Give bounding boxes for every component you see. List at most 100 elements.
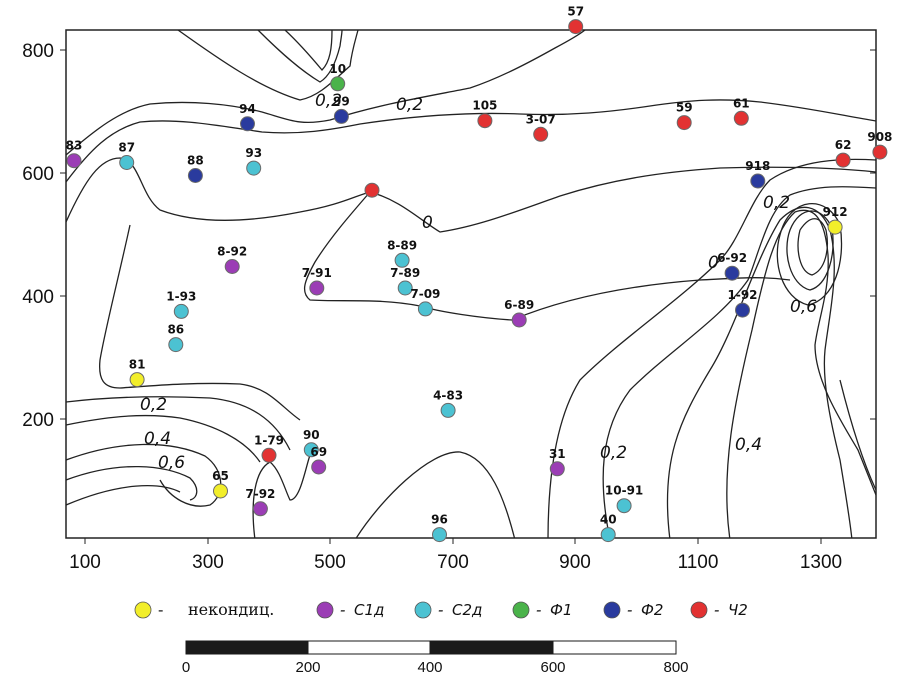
contour-line	[66, 99, 876, 183]
scale-segment	[307, 640, 431, 655]
x-tick-label: 1100	[678, 552, 719, 573]
well-marker	[66, 153, 82, 169]
well-label: 8-92	[217, 245, 247, 259]
well-marker	[129, 372, 145, 388]
well-marker	[397, 280, 413, 296]
contour-labels: 0,2 0,2 0 0,2 0,6 0,4 0,2 0,4 0,6 0 0,2	[140, 91, 817, 473]
legend-dash: -	[714, 601, 719, 619]
well-label: 7-91	[302, 266, 332, 280]
well-marker	[440, 402, 456, 418]
contour-line	[66, 484, 181, 506]
well-marker	[835, 152, 851, 168]
well-marker	[213, 483, 228, 499]
well-label: 62	[835, 138, 852, 152]
contour-line	[776, 202, 843, 306]
y-tick-label: 600	[22, 164, 54, 185]
well-marker	[600, 527, 616, 543]
y-tick-label: 800	[22, 41, 54, 62]
well-marker	[533, 126, 549, 142]
legend-dash: -	[158, 600, 163, 619]
legend-marker-c2d	[414, 601, 432, 619]
contour-value-label: 0,2	[315, 91, 342, 111]
well-label: 6-89	[504, 298, 534, 312]
well-label: 94	[239, 102, 256, 116]
well-marker	[311, 459, 327, 475]
x-tick-label: 1300	[800, 552, 842, 573]
well-label: 88	[187, 154, 204, 168]
well-marker	[240, 116, 255, 132]
well-label: 90	[303, 428, 320, 442]
scale-bar: 0 200 400 600 800	[182, 640, 689, 676]
well-label: 81	[129, 358, 146, 372]
legend-label: Ф2	[641, 601, 663, 619]
contour-value-label: 0,4	[144, 429, 171, 449]
well-marker	[394, 252, 410, 268]
well-label: 99	[333, 94, 350, 108]
well-marker	[119, 155, 135, 170]
contour-line	[666, 206, 853, 538]
x-tick-label: 700	[437, 552, 469, 573]
y-tick-label: 400	[22, 287, 54, 308]
legend-label: некондиц.	[188, 600, 274, 619]
well-label: 57	[567, 5, 584, 19]
legend-label: Ф1	[550, 601, 572, 619]
contour-line	[66, 396, 291, 451]
contour-line	[66, 443, 222, 507]
well-marker	[750, 173, 766, 189]
well-label: 65	[212, 469, 229, 483]
scale-label: 400	[417, 659, 442, 676]
y-axis: 800 600 400 200	[22, 41, 876, 431]
contour-line	[177, 30, 359, 101]
legend-marker-f1	[512, 601, 530, 619]
well-label: 7-89	[390, 266, 420, 280]
legend-marker-f2	[603, 601, 621, 619]
legend-dash: -	[340, 601, 345, 619]
well-label: 3-07	[526, 112, 556, 126]
scale-label: 0	[182, 659, 190, 676]
legend: - некондиц. - С1д - С2д - Ф1 - Ф2 - Ч2	[134, 600, 748, 619]
well-marker	[173, 303, 189, 319]
well-label: 4-83	[433, 388, 463, 402]
contour-value-label: 0,2	[763, 193, 790, 213]
contour-line	[98, 224, 301, 421]
well-label: 8-89	[387, 238, 417, 252]
x-tick-label: 500	[314, 552, 346, 573]
well-label: 10-91	[605, 484, 643, 498]
well-marker	[333, 108, 349, 124]
well-marker	[676, 115, 692, 131]
well-label: 93	[245, 146, 262, 160]
contour-line	[839, 379, 876, 491]
scale-label: 200	[295, 659, 320, 676]
contour-line	[66, 30, 586, 156]
legend-label: С2д	[452, 601, 482, 619]
contour-value-label: 0,2	[140, 395, 167, 415]
well-label: 7-09	[410, 287, 440, 301]
well-marker	[872, 144, 888, 160]
legend-label: Ч2	[728, 601, 748, 619]
well-marker	[168, 337, 184, 353]
contour-line	[355, 451, 516, 538]
well-label: 1-93	[166, 289, 196, 303]
well-label: 7-92	[245, 487, 275, 501]
contour-line	[257, 30, 343, 83]
well-label: 69	[310, 445, 327, 459]
contour-line	[726, 209, 876, 538]
contour-line	[66, 414, 261, 463]
x-tick-label: 300	[192, 552, 224, 573]
contour-lines	[66, 30, 876, 538]
well-marker	[432, 527, 447, 543]
well-marker	[246, 160, 262, 176]
well-marker	[733, 110, 749, 126]
well-marker	[511, 312, 527, 328]
contour-value-label: 0,6	[790, 297, 817, 317]
legend-dash: -	[438, 601, 443, 619]
contour-line	[252, 454, 311, 538]
well-label: 912	[823, 205, 848, 219]
contour-line	[66, 157, 876, 233]
well-label: 6-92	[717, 251, 747, 265]
well-label: 1-92	[727, 288, 757, 302]
scale-segment	[552, 640, 677, 655]
plot-frame	[65, 29, 877, 539]
